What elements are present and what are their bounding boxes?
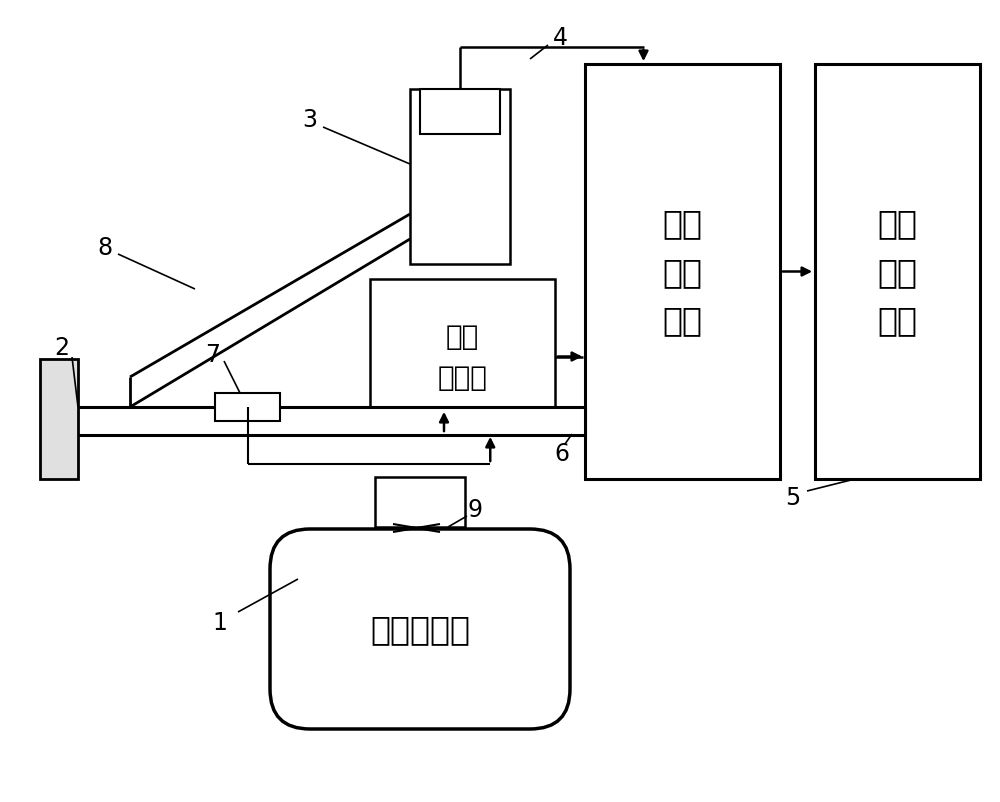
Bar [585,65,780,480]
Text: 7: 7 [206,342,221,367]
Bar [815,65,980,480]
Text: 数据
采集
系统: 数据 采集 系统 [662,207,702,337]
Text: 数据
分析
系统: 数据 分析 系统 [878,207,918,337]
Text: 9: 9 [468,497,483,521]
Text: 2: 2 [55,335,70,359]
Text: 振动激励器: 振动激励器 [370,613,470,646]
Bar [410,90,510,265]
Bar [215,394,280,422]
Text: 5: 5 [785,485,801,509]
Text: 应变
解调仪: 应变 解调仪 [438,322,487,391]
Text: 6: 6 [554,441,570,465]
Bar [60,407,585,435]
Text: 3: 3 [303,107,318,132]
Text: 8: 8 [97,236,113,260]
Bar [370,280,555,435]
Bar [40,359,78,480]
Bar [375,477,465,528]
Text: 1: 1 [213,610,227,634]
FancyBboxPatch shape [270,529,570,729]
Bar [420,90,500,135]
Text: 4: 4 [552,26,568,50]
